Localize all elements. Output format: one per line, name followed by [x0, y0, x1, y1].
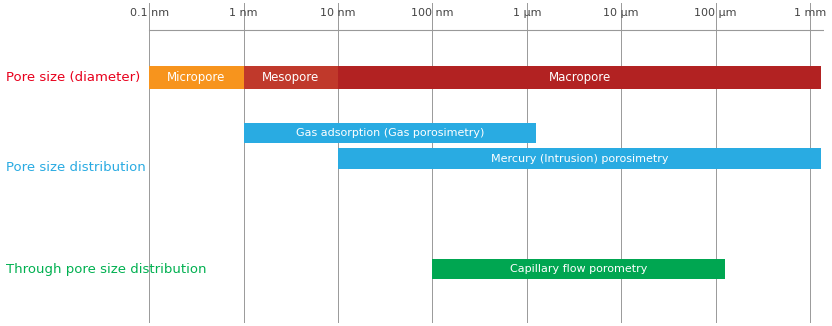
Text: Pore size (diameter): Pore size (diameter) — [6, 71, 140, 84]
FancyBboxPatch shape — [338, 67, 821, 89]
Text: 100 nm: 100 nm — [411, 8, 453, 18]
Text: 10 μm: 10 μm — [603, 8, 639, 18]
Text: 10 nm: 10 nm — [320, 8, 356, 18]
FancyBboxPatch shape — [433, 259, 725, 279]
Text: Capillary flow porometry: Capillary flow porometry — [510, 264, 647, 274]
Text: 100 μm: 100 μm — [695, 8, 737, 18]
Text: Pore size distribution: Pore size distribution — [6, 161, 146, 174]
Text: Mesopore: Mesopore — [262, 71, 319, 84]
Text: 1 nm: 1 nm — [230, 8, 258, 18]
Text: 0.1 nm: 0.1 nm — [130, 8, 169, 18]
Text: Gas adsorption (Gas porosimetry): Gas adsorption (Gas porosimetry) — [295, 128, 484, 138]
Text: Micropore: Micropore — [167, 71, 225, 84]
FancyBboxPatch shape — [338, 148, 821, 169]
Text: 1 mm: 1 mm — [794, 8, 826, 18]
Text: Through pore size distribution: Through pore size distribution — [6, 263, 206, 276]
FancyBboxPatch shape — [244, 123, 537, 143]
Text: Macropore: Macropore — [548, 71, 611, 84]
FancyBboxPatch shape — [244, 67, 338, 89]
Text: Mercury (Intrusion) porosimetry: Mercury (Intrusion) porosimetry — [491, 154, 668, 164]
FancyBboxPatch shape — [149, 67, 244, 89]
Text: 1 μm: 1 μm — [513, 8, 541, 18]
